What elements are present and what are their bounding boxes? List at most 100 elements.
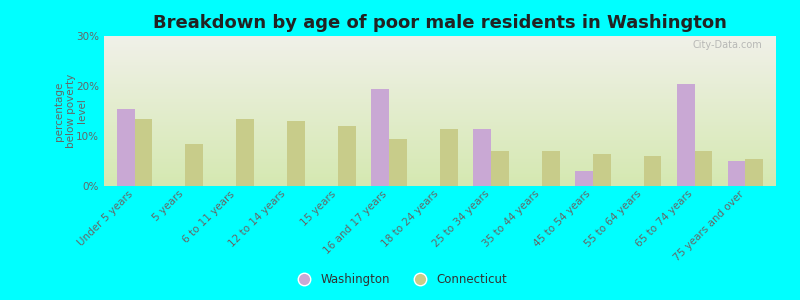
Bar xyxy=(593,154,610,186)
Y-axis label: percentage
below poverty
level: percentage below poverty level xyxy=(54,74,87,148)
Bar xyxy=(104,128,776,129)
Bar xyxy=(104,64,776,66)
Bar xyxy=(104,85,776,87)
Bar xyxy=(677,83,694,186)
Bar xyxy=(104,56,776,57)
Bar xyxy=(694,151,712,186)
Bar xyxy=(104,44,776,45)
Bar xyxy=(104,126,776,128)
Bar xyxy=(371,88,389,186)
Bar xyxy=(104,57,776,58)
Bar xyxy=(104,42,776,44)
Bar xyxy=(104,174,776,176)
Bar xyxy=(117,109,134,186)
Bar xyxy=(104,132,776,134)
Bar xyxy=(491,151,509,186)
Bar xyxy=(104,74,776,75)
Bar xyxy=(104,84,776,86)
Bar xyxy=(236,118,254,186)
Bar xyxy=(104,182,776,183)
Bar xyxy=(104,158,776,159)
Bar xyxy=(644,156,662,186)
Bar xyxy=(104,160,776,162)
Bar xyxy=(104,54,776,56)
Bar xyxy=(104,103,776,105)
Bar xyxy=(104,88,776,90)
Bar xyxy=(104,171,776,172)
Bar xyxy=(104,154,776,156)
Bar xyxy=(104,92,776,93)
Bar xyxy=(104,96,776,98)
Bar xyxy=(104,129,776,130)
Bar xyxy=(287,121,305,186)
Bar xyxy=(104,144,776,146)
Bar xyxy=(104,69,776,70)
Bar xyxy=(104,150,776,152)
Bar xyxy=(440,128,458,186)
Bar xyxy=(104,72,776,74)
Bar xyxy=(104,94,776,96)
Bar xyxy=(104,76,776,78)
Bar xyxy=(104,52,776,54)
Bar xyxy=(104,110,776,111)
Bar xyxy=(104,112,776,114)
Bar xyxy=(104,45,776,46)
Bar xyxy=(728,161,746,186)
Bar xyxy=(104,164,776,165)
Bar xyxy=(746,158,763,186)
Bar xyxy=(104,48,776,50)
Bar xyxy=(104,70,776,72)
Bar xyxy=(104,183,776,184)
Bar xyxy=(104,141,776,142)
Bar xyxy=(186,143,203,186)
Bar xyxy=(104,130,776,132)
Bar xyxy=(104,140,776,141)
Bar xyxy=(104,93,776,94)
Bar xyxy=(104,159,776,160)
Bar xyxy=(104,146,776,147)
Bar xyxy=(104,106,776,108)
Bar xyxy=(104,184,776,186)
Bar xyxy=(104,108,776,110)
Bar xyxy=(104,105,776,106)
Bar xyxy=(104,142,776,144)
Bar xyxy=(104,172,776,174)
Bar xyxy=(104,51,776,52)
Bar xyxy=(104,178,776,180)
Bar xyxy=(104,124,776,126)
Legend: Washington, Connecticut: Washington, Connecticut xyxy=(288,269,512,291)
Bar xyxy=(104,98,776,99)
Bar xyxy=(104,87,776,88)
Bar xyxy=(104,153,776,154)
Bar xyxy=(104,177,776,178)
Bar xyxy=(473,128,491,186)
Bar xyxy=(104,38,776,39)
Bar xyxy=(134,118,152,186)
Text: City-Data.com: City-Data.com xyxy=(693,40,762,50)
Bar xyxy=(104,111,776,112)
Bar xyxy=(104,61,776,63)
Bar xyxy=(104,114,776,116)
Bar xyxy=(104,39,776,40)
Bar xyxy=(104,168,776,170)
Bar xyxy=(104,68,776,69)
Bar xyxy=(542,151,560,186)
Bar xyxy=(104,66,776,68)
Bar xyxy=(104,165,776,166)
Bar xyxy=(104,147,776,148)
Bar xyxy=(104,180,776,182)
Bar xyxy=(104,90,776,92)
Title: Breakdown by age of poor male residents in Washington: Breakdown by age of poor male residents … xyxy=(153,14,727,32)
Bar xyxy=(104,136,776,138)
Bar xyxy=(104,63,776,64)
Bar xyxy=(338,126,356,186)
Bar xyxy=(104,82,776,84)
Bar xyxy=(104,36,776,38)
Bar xyxy=(104,78,776,80)
Bar xyxy=(104,148,776,150)
Bar xyxy=(104,152,776,153)
Bar xyxy=(104,99,776,100)
Bar xyxy=(104,169,776,171)
Bar xyxy=(104,156,776,158)
Bar xyxy=(104,81,776,82)
